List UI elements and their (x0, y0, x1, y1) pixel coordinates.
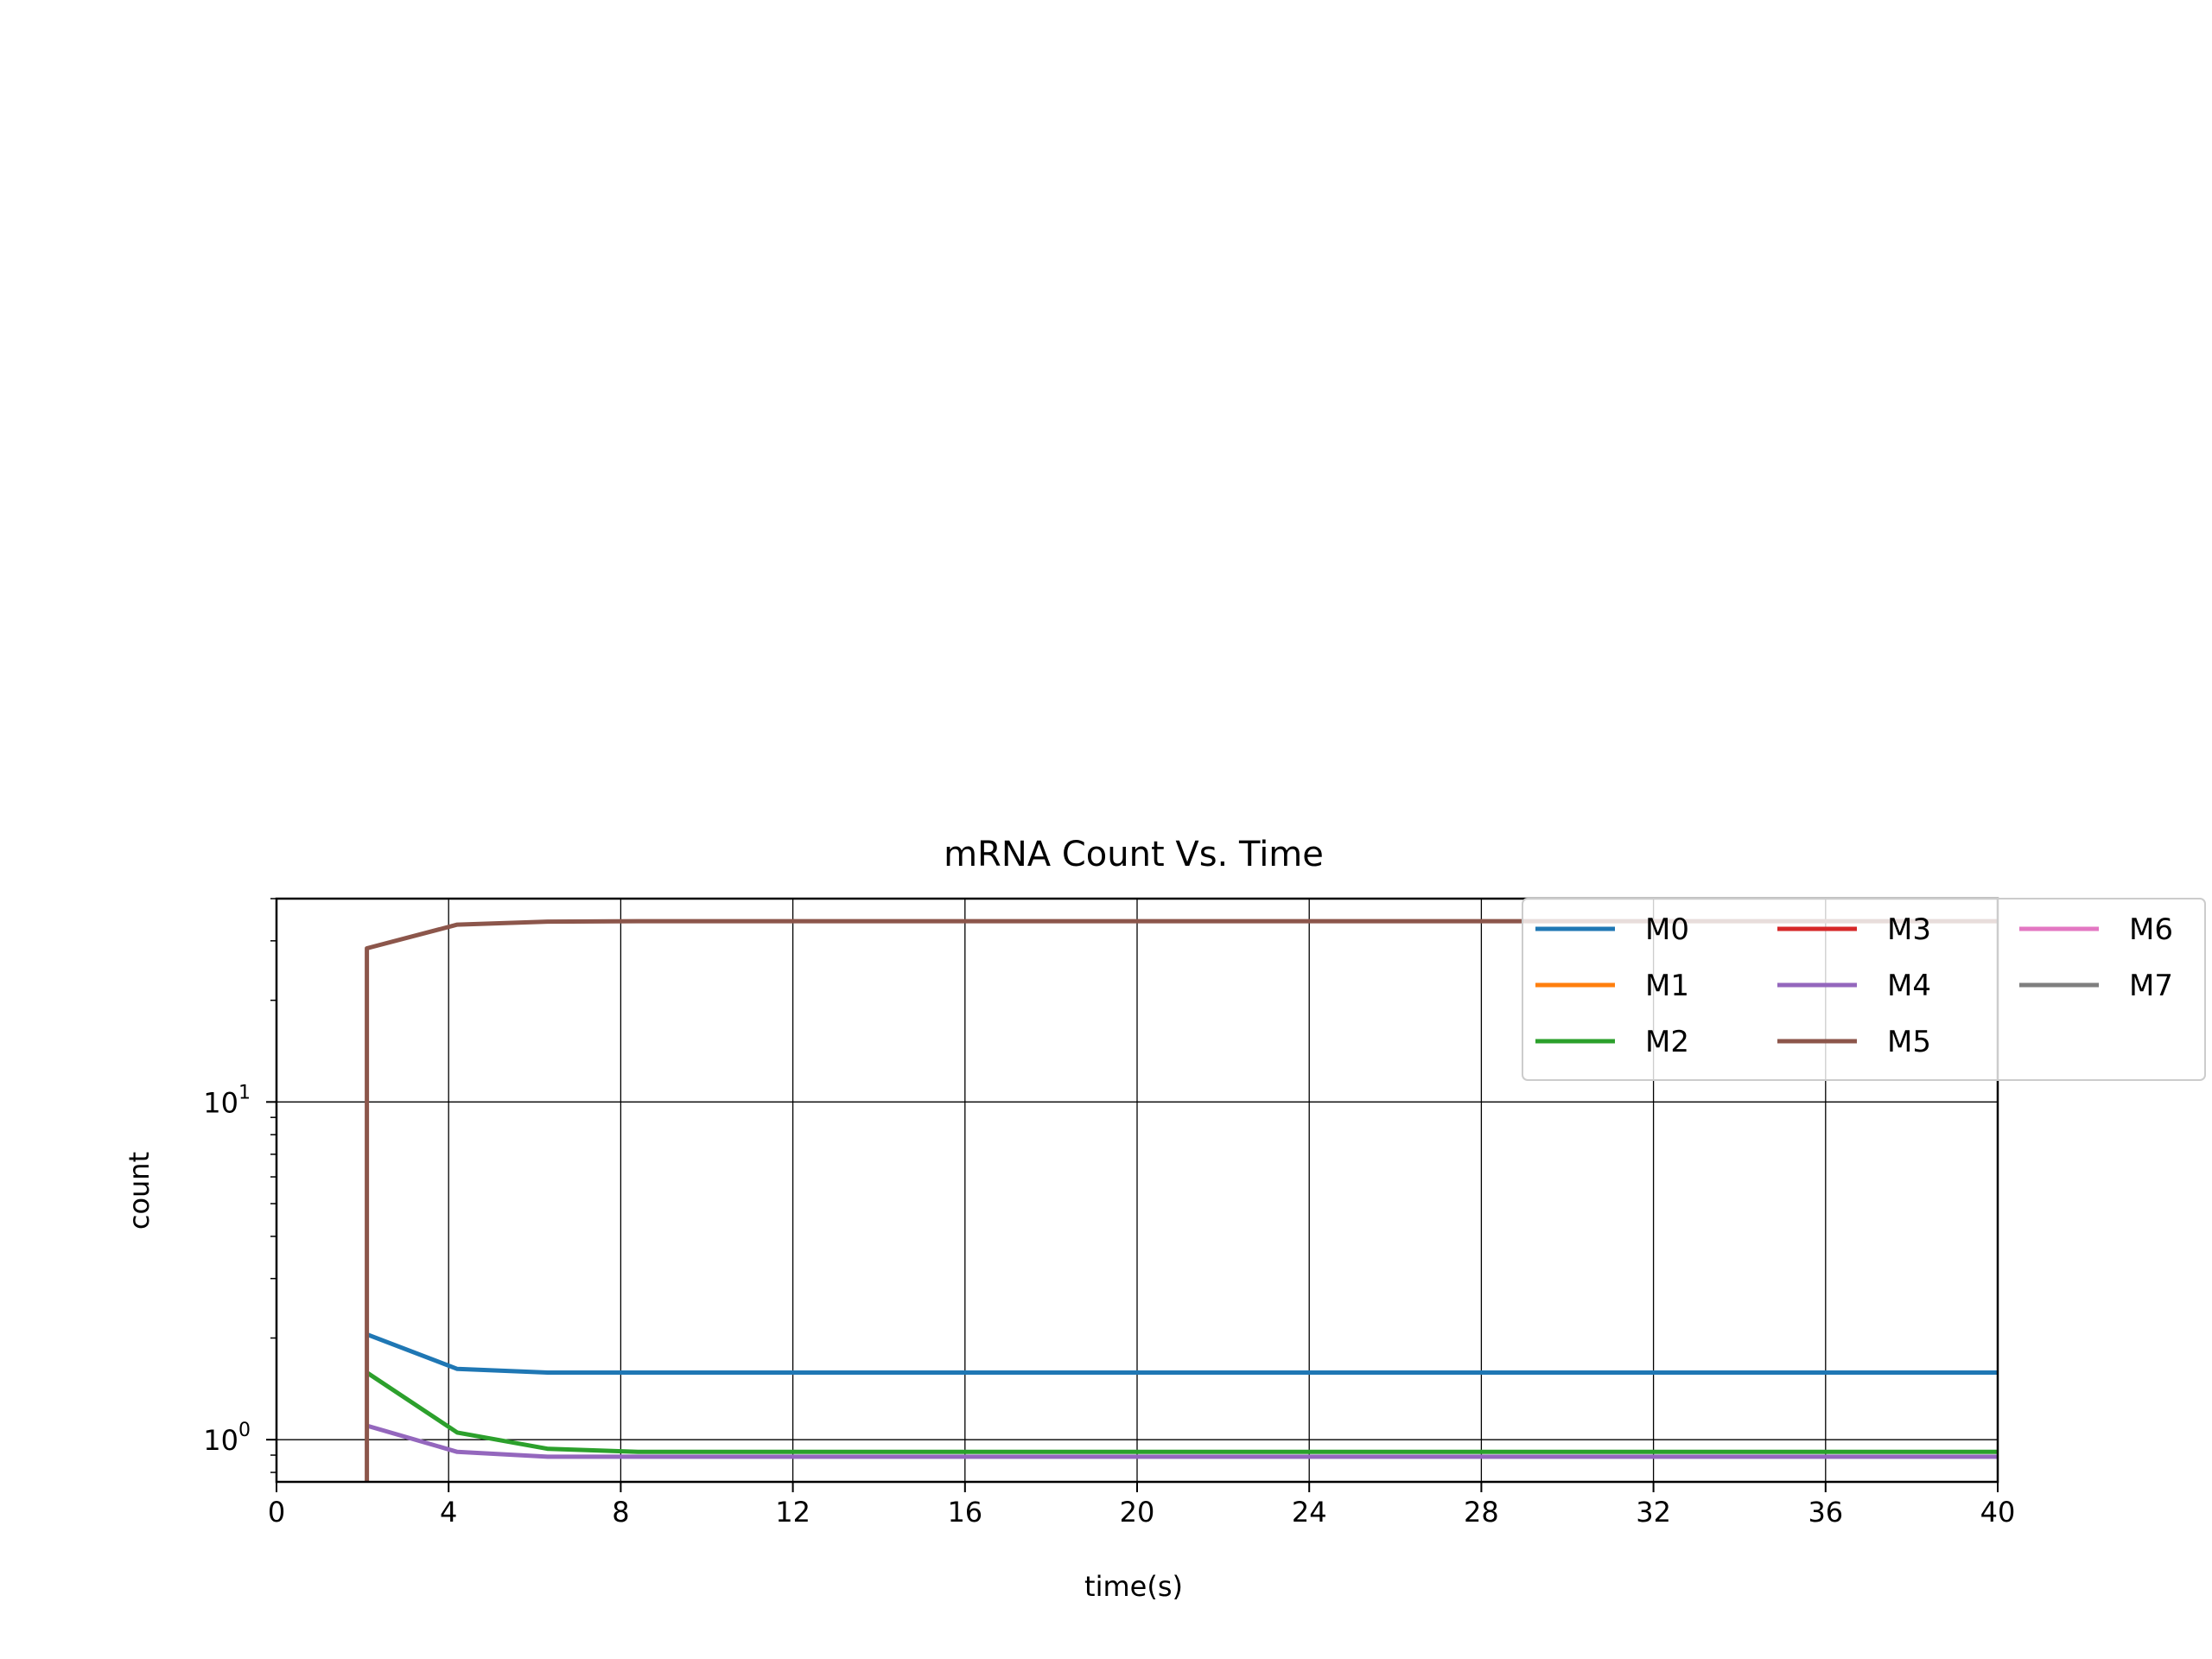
x-axis-label: time(s) (1084, 1570, 1183, 1603)
legend-label-m6: M6 (2129, 912, 2173, 947)
x-tick-label: 8 (612, 1496, 629, 1529)
legend-label-m4: M4 (1887, 969, 1931, 1003)
legend-label-m3: M3 (1887, 912, 1931, 947)
legend-label-m7: M7 (2129, 969, 2173, 1003)
series-line-m4 (365, 1423, 1998, 1459)
y-axis-label: count (123, 1152, 156, 1230)
x-tick-label: 4 (440, 1496, 457, 1529)
legend-box (1522, 898, 2206, 1081)
y-tick-label: 101 (203, 1082, 251, 1119)
series-layer (365, 918, 1998, 1482)
x-tick-label: 28 (1464, 1496, 1499, 1529)
legend-label-m2: M2 (1645, 1025, 1689, 1059)
legend-label-m0: M0 (1645, 912, 1689, 947)
x-tick-label: 20 (1120, 1496, 1155, 1529)
x-tick-label: 32 (1636, 1496, 1671, 1529)
series-line-m2 (365, 1370, 1998, 1454)
series-line-m5 (365, 918, 1998, 1482)
legend: M0 M1 M2 M3 M4 M5 M6 M7 (1522, 898, 2206, 1081)
x-tick-label: 12 (775, 1496, 810, 1529)
legend-label-m5: M5 (1887, 1025, 1931, 1059)
x-tick-label: 24 (1292, 1496, 1327, 1529)
x-tick-label: 0 (268, 1496, 285, 1529)
ticks: 0 4 8 12 16 20 24 28 32 36 40 100 101 (203, 898, 2016, 1529)
x-tick-label: 40 (1980, 1496, 2016, 1529)
legend-label-m1: M1 (1645, 969, 1689, 1003)
x-tick-label: 36 (1808, 1496, 1843, 1529)
chart-title: mRNA Count Vs. Time (944, 835, 1324, 874)
x-tick-label: 16 (947, 1496, 982, 1529)
series-line-m0 (365, 1332, 1998, 1375)
y-tick-label: 100 (203, 1420, 251, 1457)
